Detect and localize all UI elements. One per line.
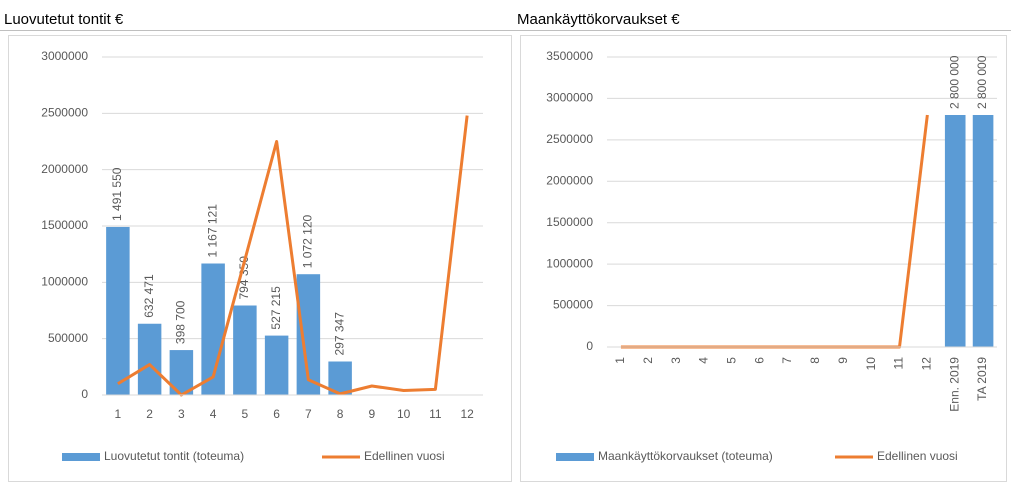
x-tick-label: 6 xyxy=(273,407,280,421)
x-tick-label: 3 xyxy=(178,407,185,421)
bar xyxy=(296,274,321,395)
data-label: 1 491 550 xyxy=(110,167,124,221)
x-tick-label: 12 xyxy=(460,407,474,421)
x-tick-label: 4 xyxy=(697,357,711,364)
x-tick-label: 3 xyxy=(669,357,683,364)
x-tick-label: 12 xyxy=(920,357,934,371)
y-tick-label: 500000 xyxy=(48,331,88,345)
data-label: 794 350 xyxy=(237,256,251,300)
y-tick-label: 1000000 xyxy=(41,275,88,289)
legend-label: Edellinen vuosi xyxy=(877,449,958,463)
x-tick-label: 6 xyxy=(752,357,766,364)
legend-label: Luovutetut tontit (toteuma) xyxy=(104,449,244,463)
y-tick-label: 2000000 xyxy=(546,173,593,187)
x-tick-label: 7 xyxy=(780,357,794,364)
y-tick-label: 500000 xyxy=(553,298,593,312)
x-tick-label: 4 xyxy=(210,407,217,421)
bar xyxy=(137,323,162,395)
y-tick-label: 2000000 xyxy=(41,162,88,176)
y-tick-label: 3500000 xyxy=(546,49,593,63)
x-tick-label: 11 xyxy=(892,357,906,370)
chart-frame xyxy=(8,35,512,482)
x-tick-label: TA 2019 xyxy=(975,357,989,401)
data-label: 527 215 xyxy=(269,286,283,330)
x-tick-label: 5 xyxy=(242,407,249,421)
chart-title: Maankäyttökorvaukset € xyxy=(517,11,680,28)
line-series xyxy=(620,114,929,349)
data-label: 2 800 000 xyxy=(975,55,989,109)
data-label: 2 800 000 xyxy=(947,55,961,109)
x-tick-label: 7 xyxy=(305,407,312,421)
bar xyxy=(328,361,352,395)
data-label: 632 471 xyxy=(142,274,156,318)
y-tick-label: 2500000 xyxy=(546,132,593,146)
x-tick-label: 8 xyxy=(808,357,822,364)
bar xyxy=(944,115,966,347)
y-tick-label: 1000000 xyxy=(546,256,593,270)
legend-label: Maankäyttökorvaukset (toteuma) xyxy=(598,449,773,463)
x-tick-label: 10 xyxy=(864,357,878,371)
line-series xyxy=(117,115,469,397)
bar xyxy=(201,263,225,395)
bar xyxy=(169,350,194,395)
y-tick-label: 3000000 xyxy=(41,49,88,63)
x-tick-label: 2 xyxy=(146,407,153,421)
data-label: 398 700 xyxy=(174,300,188,344)
y-tick-label: 0 xyxy=(81,387,88,401)
x-tick-label: 5 xyxy=(725,357,739,364)
legend-swatch xyxy=(556,453,594,461)
bar xyxy=(972,115,994,347)
data-label: 1 167 121 xyxy=(205,204,219,258)
y-tick-label: 2500000 xyxy=(41,106,88,120)
x-tick-label: 9 xyxy=(836,357,850,364)
x-tick-label: 11 xyxy=(429,407,442,421)
y-tick-label: 1500000 xyxy=(41,218,88,232)
x-tick-label: 1 xyxy=(115,407,122,421)
y-tick-label: 0 xyxy=(586,339,593,353)
legend-swatch xyxy=(62,453,100,461)
bar xyxy=(264,335,289,395)
x-tick-label: 1 xyxy=(613,357,627,364)
x-tick-label: 8 xyxy=(337,407,344,421)
bar xyxy=(106,226,130,395)
legend-label: Edellinen vuosi xyxy=(364,449,445,463)
chart-frame xyxy=(520,35,1007,482)
y-tick-label: 1500000 xyxy=(546,215,593,229)
chart-title: Luovutetut tontit € xyxy=(4,11,124,28)
x-tick-label: 10 xyxy=(397,407,411,421)
x-tick-label: 9 xyxy=(369,407,376,421)
x-tick-label: Enn. 2019 xyxy=(947,357,961,412)
x-tick-label: 2 xyxy=(641,357,655,364)
bar xyxy=(233,305,257,395)
data-label: 1 072 120 xyxy=(301,214,315,268)
data-label: 297 347 xyxy=(332,312,346,356)
y-tick-label: 3000000 xyxy=(546,91,593,105)
